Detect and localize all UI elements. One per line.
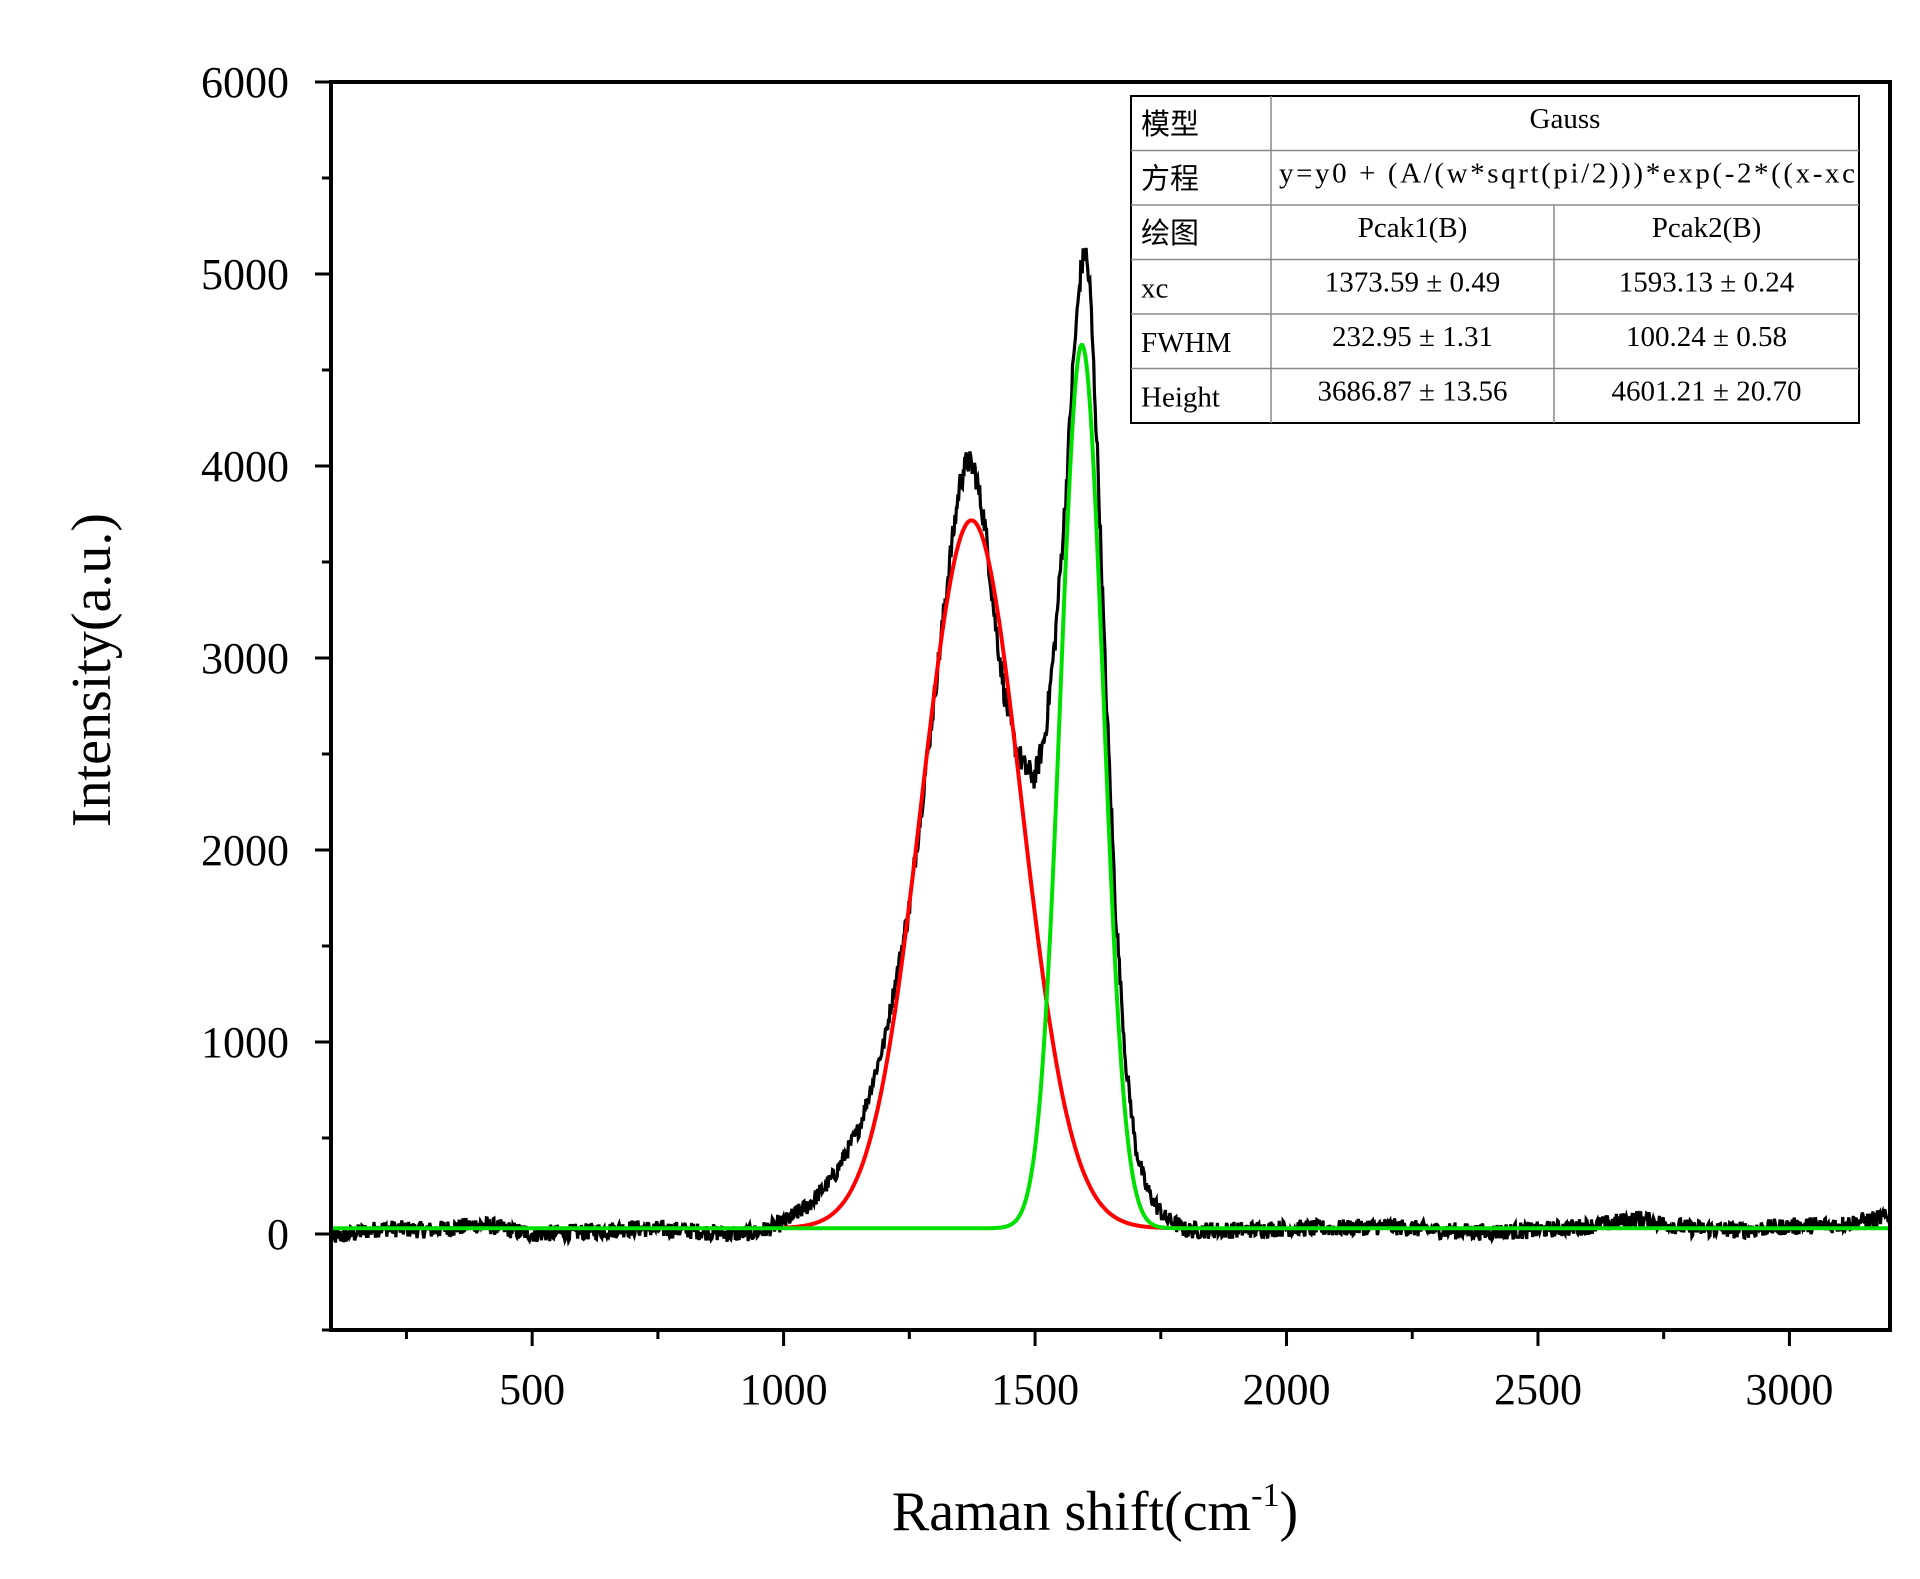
x-tick-label: 500 xyxy=(499,1365,565,1414)
table-cell-peak2: 100.24 ± 0.58 xyxy=(1626,321,1787,353)
y-tick-label: 6000 xyxy=(201,58,289,107)
y-axis-title: Intensity(a.u.) xyxy=(61,513,123,827)
x-tick-label: 3000 xyxy=(1745,1365,1833,1414)
table-cell-peak1: 3686.87 ± 13.56 xyxy=(1318,376,1508,408)
table-row-label: 模型 xyxy=(1141,108,1199,141)
x-tick-label: 2000 xyxy=(1243,1365,1331,1414)
table-cell-peak1: 232.95 ± 1.31 xyxy=(1332,321,1493,353)
series-layer xyxy=(331,247,1890,1247)
x-tick-label: 2500 xyxy=(1494,1365,1582,1414)
table-row-label: 方程 xyxy=(1141,163,1199,196)
table-cell-peak2: Pcak2(B) xyxy=(1652,212,1762,244)
x-axis: 500 1000 1500 2000 2500 3000 xyxy=(404,1330,1833,1414)
table-row-label: 绘图 xyxy=(1141,217,1199,250)
fit-results-table: 模型 Gauss 方程 y=y0 + (A/(w*sqrt(pi/2)))*exp(-… xyxy=(1130,95,1860,424)
y-tick-label: 1000 xyxy=(201,1018,289,1067)
table-row-label: xc xyxy=(1141,273,1168,305)
y-tick-label: 3000 xyxy=(201,634,289,683)
y-tick-label: 5000 xyxy=(201,250,289,299)
x-tick-label: 1000 xyxy=(740,1365,828,1414)
y-tick-label: 2000 xyxy=(201,826,289,875)
table-cell-peak1: Pcak1(B) xyxy=(1358,212,1468,244)
table-cell-peak2: 4601.21 ± 20.70 xyxy=(1612,376,1802,408)
x-tick-label: 1500 xyxy=(991,1365,1079,1414)
fit-curve-2 xyxy=(331,342,1890,1231)
table-cell-peak2: 1593.13 ± 0.24 xyxy=(1619,267,1795,299)
table-merged-cell: y=y0 + (A/(w*sqrt(pi/2)))*exp(-2*((x-xc xyxy=(1279,158,1855,190)
x-axis-title: Raman shift(cm-1) xyxy=(892,1477,1298,1543)
table-row-label: FWHM xyxy=(1141,327,1231,359)
y-axis: 0 1000 2000 3000 4000 5000 6000 xyxy=(201,58,331,1332)
y-tick-label: 0 xyxy=(267,1210,289,1259)
table-cell-peak1: 1373.59 ± 0.49 xyxy=(1325,267,1500,299)
y-tick-label: 4000 xyxy=(201,442,289,491)
plot-frame xyxy=(329,80,1892,1332)
fit-curve-1 xyxy=(783,518,1186,1231)
table-merged-cell: Gauss xyxy=(1530,103,1601,135)
table-row-label: Height xyxy=(1141,382,1220,414)
